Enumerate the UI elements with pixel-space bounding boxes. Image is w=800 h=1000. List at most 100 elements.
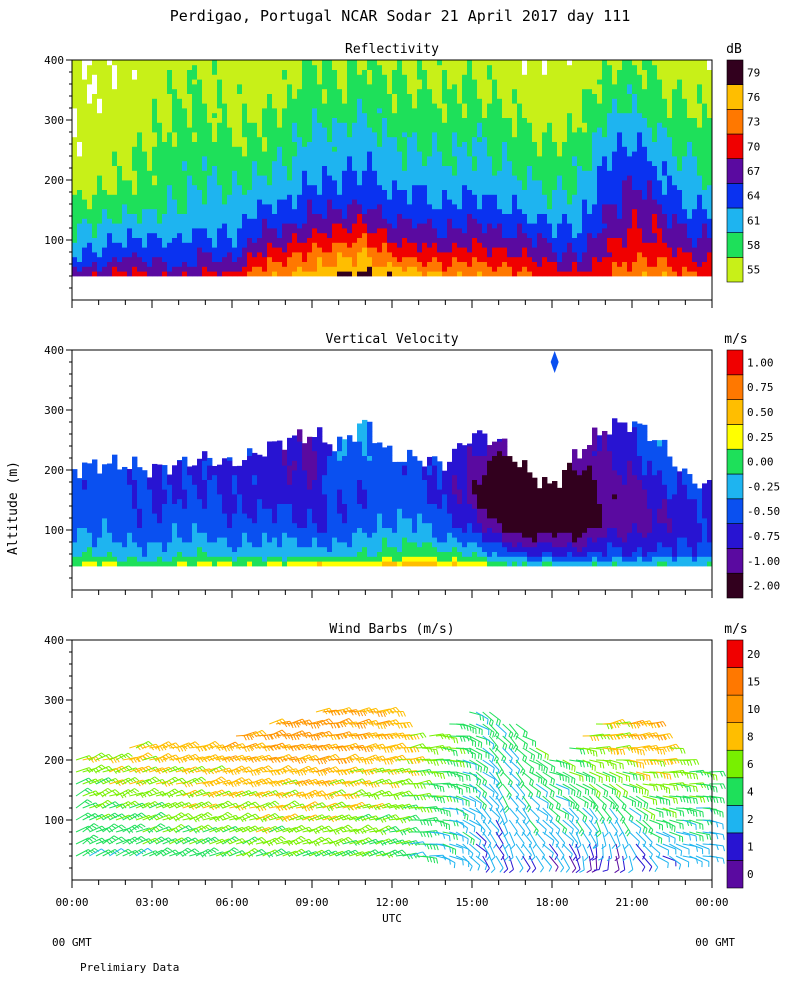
reflectivity-cell bbox=[77, 194, 83, 200]
reflectivity-cell bbox=[517, 175, 523, 181]
reflectivity-cell bbox=[272, 218, 278, 224]
reflectivity-cell bbox=[502, 237, 508, 243]
reflectivity-cell bbox=[487, 93, 493, 99]
reflectivity-cell bbox=[382, 242, 388, 248]
reflectivity-cell bbox=[492, 237, 498, 243]
reflectivity-cell bbox=[217, 228, 223, 234]
reflectivity-cell bbox=[122, 151, 128, 157]
reflectivity-cell bbox=[192, 69, 198, 75]
reflectivity-cell bbox=[562, 127, 568, 133]
reflectivity-cell bbox=[557, 242, 563, 248]
reflectivity-cell bbox=[217, 184, 223, 190]
reflectivity-cell bbox=[487, 160, 493, 166]
reflectivity-cell bbox=[502, 151, 508, 157]
reflectivity-cell bbox=[282, 98, 288, 104]
reflectivity-cell bbox=[167, 84, 173, 90]
reflectivity-cell bbox=[482, 160, 488, 166]
reflectivity-cell bbox=[312, 256, 318, 262]
reflectivity-cell bbox=[137, 156, 143, 162]
reflectivity-cell bbox=[402, 213, 408, 219]
reflectivity-cell bbox=[592, 108, 598, 114]
reflectivity-cell bbox=[502, 84, 508, 90]
reflectivity-cell bbox=[147, 132, 153, 138]
reflectivity-cell bbox=[72, 69, 78, 75]
reflectivity-cell bbox=[517, 160, 523, 166]
reflectivity-cell bbox=[472, 199, 478, 205]
reflectivity-cell bbox=[322, 242, 328, 248]
reflectivity-cell bbox=[517, 64, 523, 70]
reflectivity-cell bbox=[257, 69, 263, 75]
reflectivity-cell bbox=[612, 117, 618, 123]
reflectivity-cell bbox=[282, 60, 288, 66]
reflectivity-cell bbox=[542, 79, 548, 85]
reflectivity-cell bbox=[357, 79, 363, 85]
reflectivity-cell bbox=[447, 108, 453, 114]
reflectivity-cell bbox=[597, 117, 603, 123]
reflectivity-cell bbox=[252, 146, 258, 152]
reflectivity-cell bbox=[97, 247, 103, 253]
reflectivity-cell bbox=[502, 132, 508, 138]
reflectivity-cell bbox=[392, 103, 398, 109]
reflectivity-cell bbox=[157, 261, 163, 267]
reflectivity-cell bbox=[117, 247, 123, 253]
reflectivity-cell bbox=[597, 271, 603, 277]
reflectivity-cell bbox=[532, 64, 538, 70]
reflectivity-cell bbox=[247, 127, 253, 133]
reflectivity-cell bbox=[357, 93, 363, 99]
reflectivity-cell bbox=[407, 64, 413, 70]
reflectivity-cell bbox=[357, 122, 363, 128]
reflectivity-cell bbox=[517, 141, 523, 147]
reflectivity-cell bbox=[447, 88, 453, 94]
reflectivity-cell bbox=[367, 189, 373, 195]
reflectivity-cell bbox=[107, 132, 113, 138]
reflectivity-cell bbox=[212, 189, 218, 195]
reflectivity-cell bbox=[567, 184, 573, 190]
reflectivity-cell bbox=[527, 213, 533, 219]
reflectivity-cell bbox=[282, 218, 288, 224]
reflectivity-cell bbox=[617, 136, 623, 142]
reflectivity-cell bbox=[72, 60, 78, 66]
reflectivity-cell bbox=[252, 160, 258, 166]
reflectivity-cell bbox=[447, 180, 453, 186]
reflectivity-cell bbox=[622, 218, 628, 224]
reflectivity-cell bbox=[102, 79, 108, 85]
reflectivity-cell bbox=[442, 127, 448, 133]
reflectivity-cell bbox=[102, 180, 108, 186]
reflectivity-cell bbox=[437, 252, 443, 258]
reflectivity-cell bbox=[257, 160, 263, 166]
reflectivity-cell bbox=[562, 204, 568, 210]
reflectivity-cell bbox=[212, 122, 218, 128]
reflectivity-cell bbox=[207, 84, 213, 90]
reflectivity-cell bbox=[92, 218, 98, 224]
reflectivity-cell bbox=[607, 84, 613, 90]
reflectivity-cell bbox=[187, 136, 193, 142]
reflectivity-cell bbox=[597, 108, 603, 114]
reflectivity-cell bbox=[362, 189, 368, 195]
reflectivity-cell bbox=[377, 84, 383, 90]
reflectivity-cell bbox=[107, 74, 113, 80]
reflectivity-cell bbox=[512, 151, 518, 157]
reflectivity-cell bbox=[612, 88, 618, 94]
reflectivity-cell bbox=[137, 252, 143, 258]
reflectivity-cell bbox=[487, 132, 493, 138]
reflectivity-cell bbox=[457, 237, 463, 243]
reflectivity-cell bbox=[117, 136, 123, 142]
reflectivity-cell bbox=[517, 112, 523, 118]
reflectivity-cell bbox=[457, 141, 463, 147]
reflectivity-cell bbox=[152, 204, 158, 210]
reflectivity-cell bbox=[477, 199, 483, 205]
reflectivity-cell bbox=[92, 237, 98, 243]
reflectivity-cell bbox=[537, 103, 543, 109]
reflectivity-cell bbox=[307, 103, 313, 109]
reflectivity-cell bbox=[602, 112, 608, 118]
reflectivity-cell bbox=[377, 256, 383, 262]
reflectivity-cell bbox=[452, 266, 458, 272]
reflectivity-cell bbox=[372, 146, 378, 152]
reflectivity-cell bbox=[187, 266, 193, 272]
reflectivity-cell bbox=[622, 213, 628, 219]
reflectivity-cell bbox=[212, 88, 218, 94]
reflectivity-cell bbox=[537, 242, 543, 248]
reflectivity-cell bbox=[217, 218, 223, 224]
reflectivity-cell bbox=[437, 208, 443, 214]
reflectivity-cell bbox=[237, 117, 243, 123]
